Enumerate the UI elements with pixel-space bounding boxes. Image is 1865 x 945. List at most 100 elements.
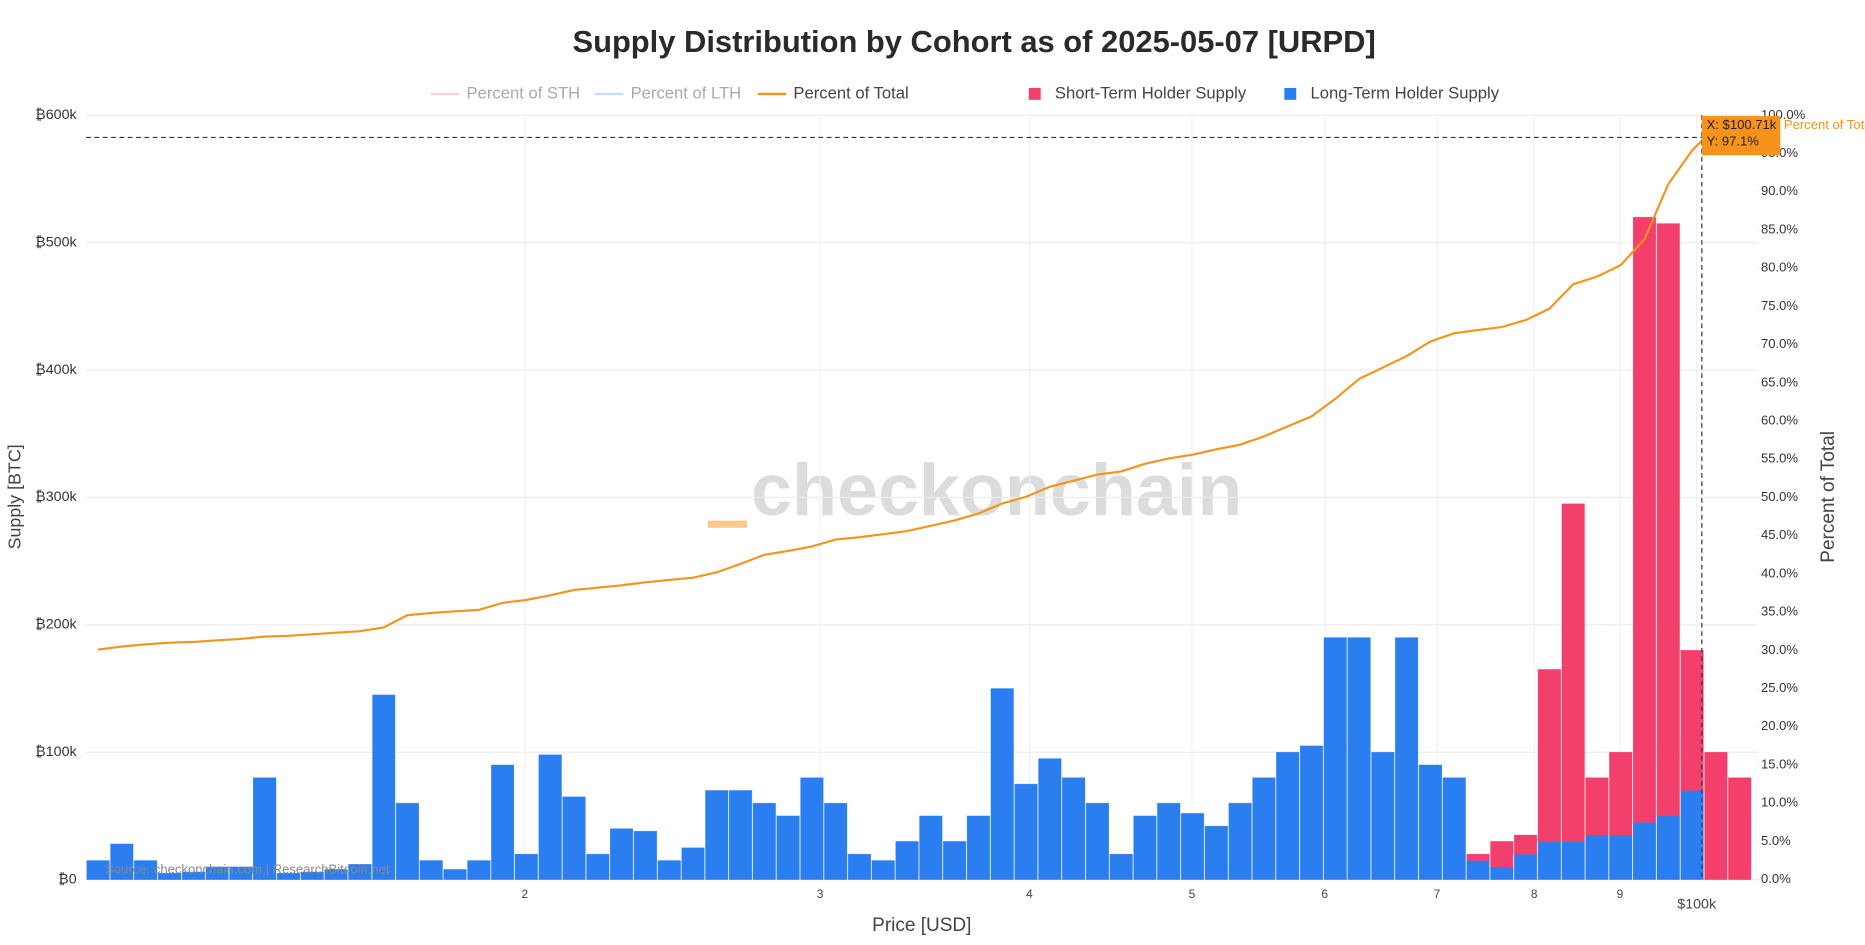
y2-tick-label: 60.0% [1761, 412, 1798, 427]
x-tick-label: 6 [1321, 887, 1328, 901]
y2-tick-label: 10.0% [1761, 795, 1798, 810]
chart-title: Supply Distribution by Cohort as of 2025… [572, 24, 1375, 59]
source-note: Source: checkonchain.com | ResearchBitco… [105, 862, 390, 877]
y2-tick-label: 45.0% [1761, 527, 1798, 542]
bar [633, 830, 658, 880]
legend-label[interactable]: Percent of LTH [631, 83, 742, 102]
bar [871, 860, 895, 880]
legend-item[interactable]: Percent of STH [430, 83, 581, 102]
bar [847, 853, 872, 880]
bar [300, 871, 324, 880]
bar [181, 871, 206, 880]
legend-label[interactable]: Percent of STH [467, 83, 581, 102]
y-axis-title: Supply [BTC] [5, 444, 25, 549]
bar [895, 841, 919, 880]
bar [1252, 777, 1276, 880]
bar [824, 802, 848, 880]
bar [1609, 834, 1633, 880]
bar [1728, 777, 1752, 880]
y2-tick-label: 65.0% [1761, 374, 1798, 389]
bar [800, 777, 824, 880]
y2-tick-label: 70.0% [1761, 336, 1798, 351]
bar [681, 847, 705, 880]
bar [205, 866, 229, 880]
bar [348, 864, 372, 880]
bar [562, 796, 586, 880]
hover-x-label: X: $100.71k [1707, 117, 1777, 132]
bars-layer [86, 216, 1752, 880]
bar [1395, 637, 1419, 880]
legend-label[interactable]: Percent of Total [793, 83, 908, 102]
bar [1062, 777, 1086, 880]
y-tick-label: ₿300k [35, 489, 77, 505]
bar [1585, 777, 1609, 836]
bar [157, 872, 182, 880]
watermark: checkonchain [751, 448, 1242, 531]
bar [1347, 637, 1371, 880]
y2-tick-label: 90.0% [1761, 183, 1798, 198]
bar [86, 860, 110, 880]
legend-label[interactable]: Long-Term Holder Supply [1310, 83, 1499, 102]
x-axis-title: Price [USD] [872, 915, 971, 936]
bar [943, 841, 967, 880]
bar [1632, 822, 1657, 880]
bar [1323, 637, 1347, 880]
bar [1204, 825, 1228, 880]
legend-swatch [1028, 87, 1041, 100]
y2-tick-label: 35.0% [1761, 604, 1798, 619]
legend-item[interactable]: Percent of LTH [594, 83, 742, 102]
bar [538, 754, 562, 880]
bar [1490, 841, 1514, 868]
bar [1537, 669, 1561, 842]
bar [491, 764, 515, 880]
bar [1704, 751, 1728, 880]
x-tick-label: $100k [1677, 896, 1717, 912]
bar [1038, 758, 1062, 880]
bar [1609, 751, 1633, 836]
over-layer: X: $100.71k Y: 97.1% Percent of Total [86, 115, 1865, 880]
bar [919, 815, 943, 880]
y2-tick-label: 55.0% [1761, 451, 1798, 466]
bar [1656, 815, 1680, 880]
bar [1085, 802, 1110, 880]
y2-tick-label: 75.0% [1761, 298, 1798, 313]
bar [276, 872, 301, 880]
bar [1418, 764, 1443, 880]
x-tick-label: 3 [817, 887, 824, 901]
legend-item[interactable]: Short-Term Holder Supply [1028, 83, 1247, 102]
x-tick-label: 7 [1434, 887, 1441, 901]
y2-tick-label: 25.0% [1761, 680, 1798, 695]
legend-item[interactable]: Long-Term Holder Supply [1284, 83, 1500, 102]
bar [1157, 802, 1181, 880]
y2-tick-label: 85.0% [1761, 221, 1798, 236]
y2-tick-label: 40.0% [1761, 565, 1798, 580]
axes-layer: ₿0 ₿100k ₿200k ₿300k ₿400k ₿500k ₿600k 0.0% 5.0%… [35, 107, 1805, 913]
bar [110, 843, 134, 880]
bar [776, 815, 800, 880]
bar [324, 869, 348, 880]
bar [229, 866, 253, 880]
hover-box [1701, 116, 1781, 156]
y2-tick-label: 80.0% [1761, 260, 1798, 275]
bar [443, 869, 467, 880]
x-tick-label: 8 [1531, 887, 1538, 901]
legend-label[interactable]: Short-Term Holder Supply [1055, 83, 1247, 102]
x-tick-label: 4 [1026, 887, 1033, 901]
bar [1514, 834, 1538, 855]
bar [1442, 777, 1466, 880]
y-tick-label: ₿400k [35, 362, 77, 378]
y2-tick-label: 0.0% [1761, 871, 1791, 886]
y-tick-label: ₿100k [35, 744, 77, 760]
x-tick-label: 2 [521, 887, 528, 901]
bar [1109, 853, 1133, 880]
bar [1466, 860, 1490, 880]
bar [252, 777, 277, 880]
bar [966, 815, 991, 880]
bar [1561, 841, 1585, 880]
y2-axis-title: Percent of Total [1818, 431, 1839, 563]
legend-item[interactable]: Percent of Total [757, 83, 909, 102]
watermark-underscore [707, 520, 748, 528]
y2-tick-label: 20.0% [1761, 718, 1798, 733]
